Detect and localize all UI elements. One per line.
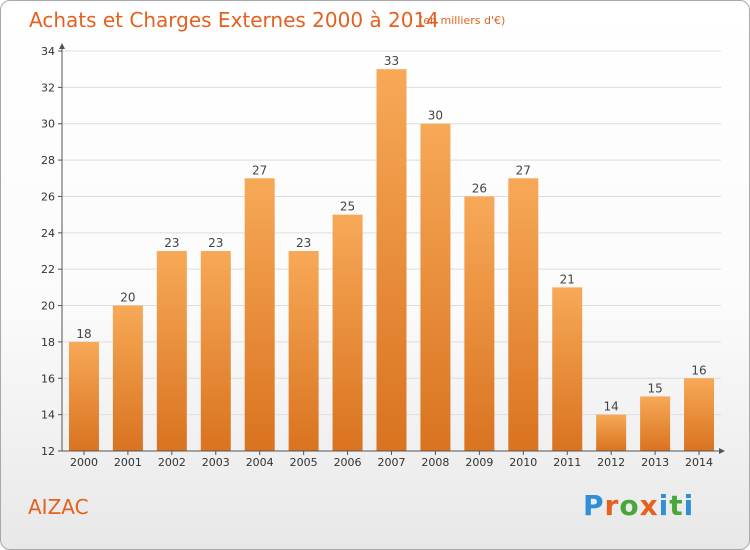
data-label: 15 — [647, 381, 662, 395]
bars — [68, 69, 715, 452]
data-label: 33 — [384, 54, 399, 68]
location-label: AIZAC — [28, 495, 89, 519]
x-tick-label: 2013 — [641, 456, 669, 469]
bar — [464, 196, 495, 451]
bar — [156, 251, 187, 451]
bar — [596, 414, 627, 451]
brand-letter: t — [669, 489, 684, 522]
data-label: 23 — [208, 236, 223, 250]
bar — [684, 378, 715, 451]
brand-letter: i — [683, 489, 695, 522]
data-label: 25 — [340, 200, 355, 214]
x-tick-label: 2004 — [246, 456, 274, 469]
x-tick-label: 2010 — [509, 456, 537, 469]
bar — [332, 214, 363, 451]
y-tick-label: 26 — [41, 190, 55, 203]
brand-letter: P — [583, 489, 605, 522]
x-tick-label: 2009 — [465, 456, 493, 469]
data-label: 18 — [76, 327, 91, 341]
bar — [288, 251, 319, 451]
data-label: 30 — [428, 109, 443, 123]
brand-letter: x — [639, 489, 659, 522]
x-tick-label: 2001 — [114, 456, 142, 469]
x-tick-label: 2008 — [421, 456, 449, 469]
y-tick-label: 28 — [41, 154, 55, 167]
y-axis-arrow — [59, 43, 65, 49]
brand-letter: i — [658, 489, 670, 522]
chart-title: Achats et Charges Externes 2000 à 2014 — [29, 8, 439, 32]
x-tick-label: 2012 — [597, 456, 625, 469]
bar — [420, 123, 451, 452]
x-tick-label: 2014 — [685, 456, 713, 469]
x-tick-label: 2011 — [553, 456, 581, 469]
axes: 12 14 16 18 20 22 24 26 28 30 32 34 2000 2001 2002 2003… — [41, 43, 725, 469]
y-tick-label: 24 — [41, 227, 55, 240]
bar — [244, 178, 275, 452]
bar — [112, 305, 143, 451]
y-tick-label: 16 — [41, 372, 55, 385]
proxiti-logo[interactable]: Proxiti — [583, 489, 694, 522]
x-tick-label: 2003 — [202, 456, 230, 469]
bar — [68, 341, 99, 451]
y-tick-label: 12 — [41, 445, 55, 458]
bar — [640, 396, 671, 451]
bar — [508, 178, 539, 452]
x-tick-label: 2005 — [290, 456, 318, 469]
y-tick-label: 20 — [41, 300, 55, 313]
data-label: 27 — [252, 163, 267, 177]
data-label: 14 — [604, 400, 619, 414]
x-tick-label: 2007 — [378, 456, 406, 469]
y-tick-label: 34 — [41, 45, 55, 58]
x-tick-label: 2006 — [334, 456, 362, 469]
data-labels: 18 20 23 23 27 23 25 33 30 26 27 21 14 15 16 — [76, 54, 706, 413]
bar — [200, 251, 231, 451]
data-label: 16 — [691, 363, 706, 377]
data-label: 20 — [120, 291, 135, 305]
chart-subtitle: (en milliers d'€) — [419, 14, 506, 27]
x-tick-label: 2000 — [70, 456, 98, 469]
data-label: 23 — [296, 236, 311, 250]
bar — [376, 69, 407, 451]
brand-letter: o — [619, 489, 640, 522]
y-tick-label: 32 — [41, 81, 55, 94]
data-label: 27 — [516, 163, 531, 177]
brand-letter: r — [604, 489, 620, 522]
x-tick-label: 2002 — [158, 456, 186, 469]
data-label: 26 — [472, 181, 487, 195]
data-label: 23 — [164, 236, 179, 250]
x-axis-arrow — [719, 448, 725, 454]
y-tick-label: 22 — [41, 263, 55, 276]
bar — [552, 287, 583, 451]
y-tick-label: 30 — [41, 118, 55, 131]
y-tick-label: 18 — [41, 336, 55, 349]
y-tick-label: 14 — [41, 409, 55, 422]
data-label: 21 — [560, 272, 575, 286]
